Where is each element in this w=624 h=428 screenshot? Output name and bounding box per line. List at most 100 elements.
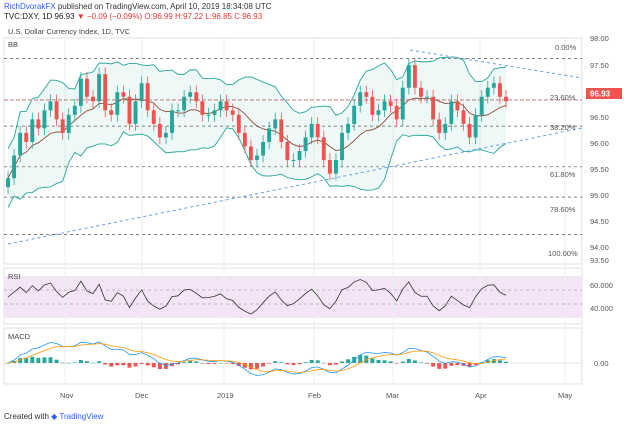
macd-axis: 0.00 — [594, 359, 609, 368]
macd-bar — [248, 363, 253, 370]
macd-bar — [406, 358, 411, 363]
support-trendline — [7, 127, 583, 245]
price-tick: 95.50 — [590, 165, 609, 174]
macd-bar — [303, 362, 308, 363]
published-text: published on TradingView.com, April 10, … — [57, 2, 272, 11]
candle-body — [358, 92, 363, 106]
macd-bar — [230, 363, 235, 365]
rsi-indicator-label[interactable]: RSI — [8, 272, 21, 281]
candle-body — [315, 123, 320, 138]
macd-bar — [18, 358, 23, 363]
tradingview-brand-link[interactable]: TradingView — [59, 412, 104, 421]
symbol-line: TVC:DXY, 1D 96.93 ▼ −0.09 (−0.09%) O:96.… — [4, 12, 262, 22]
macd-histogram — [4, 341, 582, 376]
candle-body — [78, 78, 83, 106]
candle-body — [388, 101, 393, 106]
candle-body — [431, 96, 436, 120]
candle-body — [236, 114, 241, 133]
candle-body — [230, 110, 235, 115]
candle-body — [382, 101, 387, 111]
candle-body — [285, 141, 290, 161]
macd-bar — [467, 363, 472, 368]
trend-lines — [7, 49, 583, 245]
candle-body — [412, 65, 417, 88]
candle-body — [321, 137, 326, 161]
candle-body — [461, 110, 466, 124]
candle-body — [467, 123, 472, 138]
macd-bar — [218, 362, 223, 364]
candle-body — [334, 160, 338, 174]
candle-body — [145, 83, 150, 111]
macd-bar — [121, 363, 126, 366]
candle-body — [72, 105, 77, 115]
price-tick: 96.50 — [590, 113, 609, 122]
macd-bar — [485, 360, 490, 363]
macd-bar — [6, 363, 10, 364]
candle-body — [394, 105, 399, 120]
candle-body — [491, 83, 496, 88]
macd-bar — [78, 360, 83, 363]
macd-bar — [48, 357, 53, 363]
macd-bar — [291, 363, 296, 366]
candle-body — [42, 110, 47, 129]
time-gridlines — [64, 38, 566, 384]
macd-bar — [115, 363, 120, 366]
macd-bar — [400, 361, 405, 363]
candle-body — [303, 137, 308, 151]
macd-bar — [60, 362, 65, 364]
macd-bar — [449, 363, 454, 366]
price-tick: 96.00 — [590, 139, 609, 148]
candle-body — [291, 160, 296, 162]
tradingview-logo-icon: ◆ — [51, 412, 58, 421]
macd-bar — [273, 361, 278, 363]
candle-body — [206, 114, 211, 116]
rsi-line — [4, 279, 582, 315]
candle-body — [248, 146, 253, 161]
candle-body — [85, 78, 89, 97]
macd-bar — [200, 363, 205, 364]
macd-bar — [182, 362, 187, 363]
macd-bar — [321, 362, 326, 364]
macd-bar — [127, 363, 132, 368]
candle-body — [327, 160, 332, 174]
macd-bar — [176, 363, 180, 365]
candle-body — [115, 92, 120, 115]
candle-body — [176, 110, 180, 112]
macd-bar — [212, 363, 217, 364]
bb-lower — [7, 127, 507, 208]
time-tick: 2019 — [217, 391, 234, 400]
time-tick: Dec — [135, 391, 149, 400]
candle-body — [400, 87, 405, 120]
author-link[interactable]: RichDvorakFX — [4, 2, 56, 11]
candle-body — [261, 141, 266, 156]
macd-bar — [370, 358, 375, 363]
bollinger-bands — [7, 56, 507, 208]
bb-indicator-label[interactable]: BB — [8, 40, 19, 49]
candle-body — [163, 132, 168, 138]
macd-bar — [437, 363, 442, 369]
resistance-trendline — [409, 49, 583, 79]
candle-body — [370, 96, 375, 115]
candle-body — [139, 83, 144, 102]
macd-bar — [346, 359, 351, 363]
macd-bar — [425, 363, 429, 364]
fib-label: 23.60% — [550, 93, 576, 102]
candle-body — [455, 101, 460, 111]
macd-bar — [285, 363, 290, 365]
candle-body — [12, 155, 17, 179]
last-price: 96.93 — [54, 12, 75, 21]
macd-bar — [279, 362, 284, 363]
macd-indicator-label[interactable]: MACD — [8, 332, 31, 341]
candle-body — [406, 65, 411, 88]
macd-bar — [85, 361, 89, 363]
macd-bar — [261, 363, 266, 367]
price-tick: 98.00 — [590, 34, 609, 43]
time-tick: Apr — [475, 391, 487, 400]
candle-body — [66, 114, 71, 133]
macd-bar — [388, 361, 393, 363]
bb-upper — [7, 56, 507, 149]
candle-body — [127, 96, 132, 124]
candle-body — [121, 92, 126, 97]
fib-label: 38.20% — [550, 123, 576, 132]
